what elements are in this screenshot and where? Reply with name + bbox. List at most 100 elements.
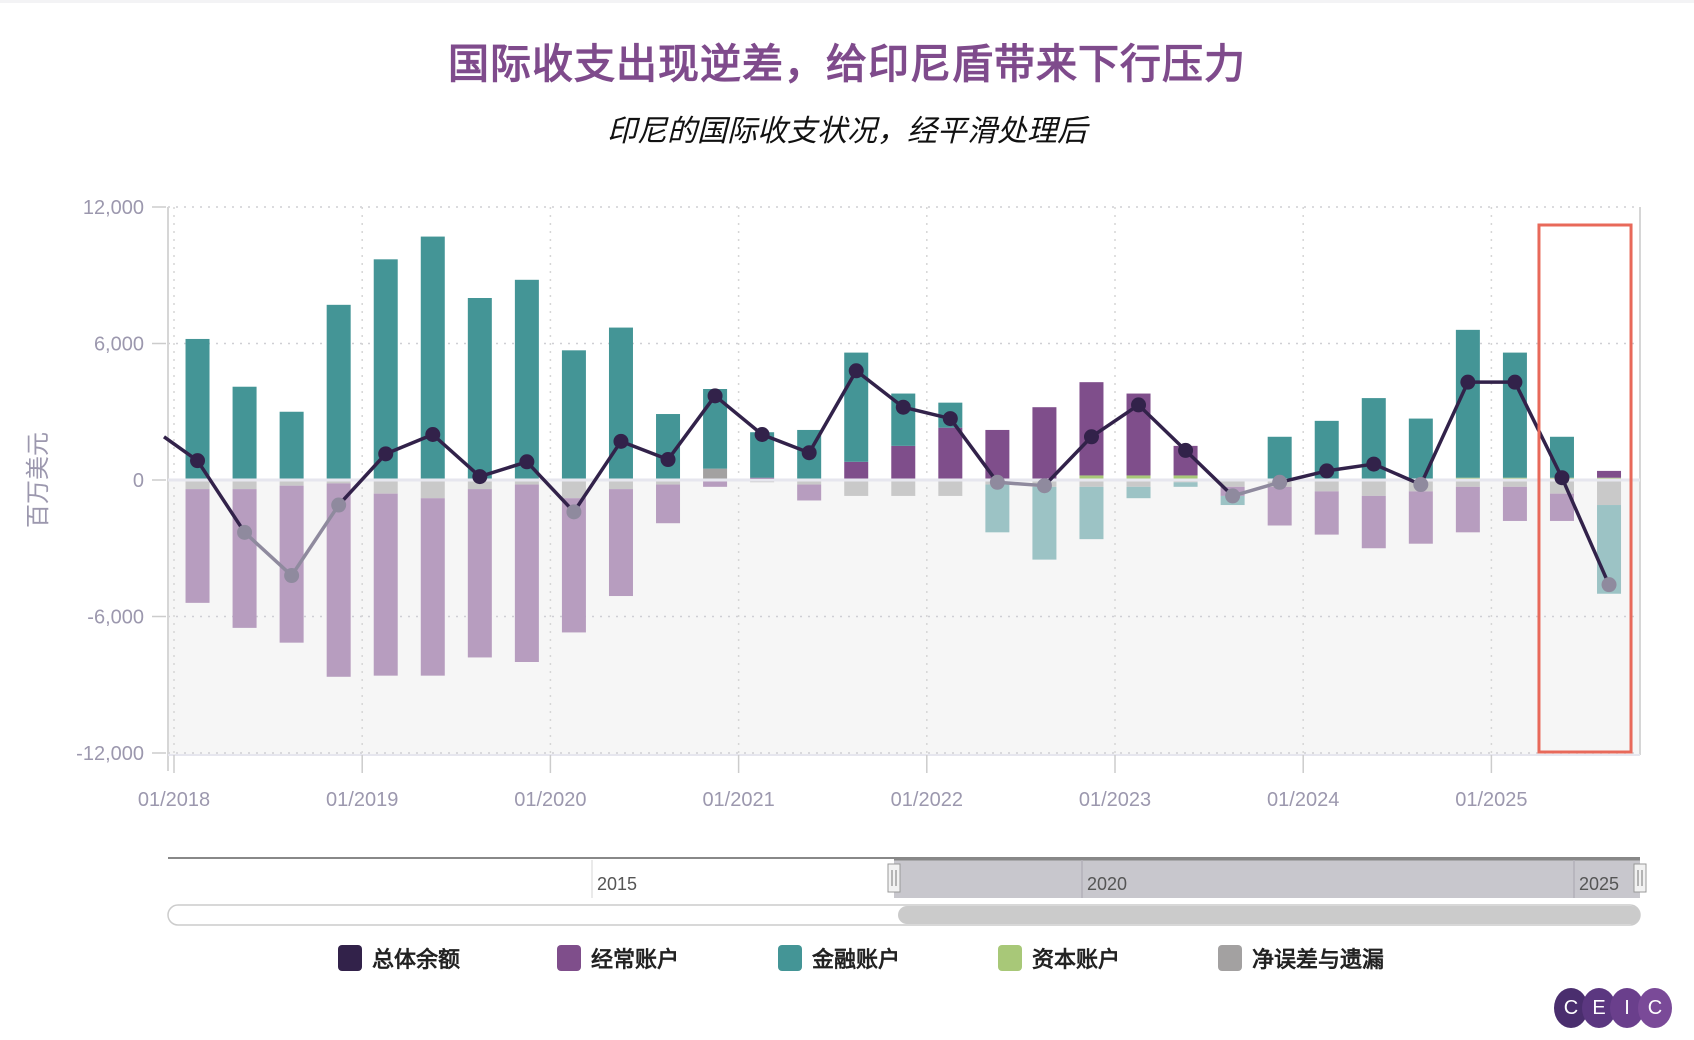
overall-balance-point-2018Q2[interactable]	[237, 524, 253, 540]
bar-financial-account[interactable]	[985, 484, 1010, 533]
overall-balance-point-2018Q1[interactable]	[190, 453, 206, 469]
overall-balance-point-2023Q3[interactable]	[1225, 488, 1241, 504]
bar-current-account[interactable]	[703, 480, 728, 487]
bar-errors-omissions[interactable]	[1079, 480, 1104, 487]
bar-group-2022Q4[interactable]	[1079, 382, 1104, 540]
bar-financial-account[interactable]	[1032, 486, 1057, 560]
bar-current-account[interactable]	[1361, 495, 1386, 549]
grip-handle-icon[interactable]	[887, 863, 901, 893]
bar-current-account[interactable]	[514, 484, 539, 662]
bar-current-account[interactable]	[1408, 491, 1433, 544]
overall-balance-point-2018Q4[interactable]	[331, 497, 347, 513]
overall-balance-point-2024Q1[interactable]	[1319, 463, 1335, 479]
bar-financial-account[interactable]	[232, 386, 257, 480]
bar-group-2022Q3[interactable]	[1032, 407, 1057, 560]
grip-handle-icon[interactable]	[1633, 863, 1647, 893]
overall-balance-point-2025Q3[interactable]	[1601, 577, 1617, 593]
bar-group-2020Q3[interactable]	[656, 414, 681, 524]
bar-capital-account[interactable]	[1079, 475, 1104, 480]
overall-balance-point-2022Q1[interactable]	[942, 411, 958, 427]
overall-balance-point-2024Q4[interactable]	[1460, 374, 1476, 390]
bar-current-account[interactable]	[1032, 407, 1057, 480]
legend-item-financial-account[interactable]: 金融账户	[778, 942, 900, 974]
overall-balance-point-2025Q1[interactable]	[1507, 374, 1523, 390]
navigator-handle-right[interactable]	[1633, 863, 1647, 893]
bar-errors-omissions[interactable]	[185, 480, 210, 490]
bar-errors-omissions[interactable]	[561, 480, 586, 499]
bar-current-account[interactable]	[1455, 486, 1480, 533]
bar-current-account[interactable]	[608, 489, 633, 597]
bar-errors-omissions[interactable]	[1597, 480, 1622, 506]
overall-balance-point-2019Q4[interactable]	[519, 454, 535, 470]
bar-financial-account[interactable]	[1079, 486, 1104, 540]
bar-group-2024Q4[interactable]	[1455, 329, 1480, 533]
bar-errors-omissions[interactable]	[703, 468, 728, 480]
overall-balance-point-2021Q1[interactable]	[754, 427, 770, 442]
bar-current-account[interactable]	[844, 461, 869, 480]
bar-errors-omissions[interactable]	[1361, 480, 1386, 496]
overall-balance-point-2023Q1[interactable]	[1131, 397, 1147, 413]
bar-errors-omissions[interactable]	[1502, 480, 1527, 487]
bar-financial-account[interactable]	[1173, 482, 1198, 487]
overall-balance-point-2021Q4[interactable]	[895, 399, 911, 415]
bar-capital-account[interactable]	[1173, 475, 1198, 480]
bar-financial-account[interactable]	[608, 327, 633, 480]
overall-balance-point-2021Q3[interactable]	[848, 363, 864, 379]
bar-errors-omissions[interactable]	[373, 480, 398, 494]
bar-errors-omissions[interactable]	[938, 480, 963, 496]
bar-current-account[interactable]	[938, 427, 963, 480]
bar-errors-omissions[interactable]	[514, 480, 539, 485]
bar-group-2019Q4[interactable]	[514, 279, 539, 662]
bar-capital-account[interactable]	[1126, 475, 1151, 480]
bar-current-account[interactable]	[373, 493, 398, 676]
bar-errors-omissions[interactable]	[467, 480, 492, 490]
bar-financial-account[interactable]	[1502, 352, 1527, 478]
bar-group-2019Q1[interactable]	[373, 259, 398, 676]
bar-errors-omissions[interactable]	[844, 480, 869, 496]
bar-financial-account[interactable]	[373, 259, 398, 480]
overall-balance-point-2023Q2[interactable]	[1178, 442, 1194, 458]
overall-balance-point-2023Q4[interactable]	[1272, 474, 1288, 490]
bar-financial-account[interactable]	[279, 411, 304, 480]
bar-group-2025Q1[interactable]	[1502, 352, 1527, 521]
overall-balance-point-2022Q2[interactable]	[989, 474, 1005, 490]
navigator-handle-left[interactable]	[887, 863, 901, 893]
bar-financial-account[interactable]	[1455, 329, 1480, 478]
navigator-selected-range[interactable]	[894, 858, 1640, 898]
bar-current-account[interactable]	[1079, 382, 1104, 476]
bar-errors-omissions[interactable]	[326, 480, 351, 484]
bar-financial-account[interactable]	[1126, 486, 1151, 499]
overall-balance-point-2018Q3[interactable]	[284, 568, 300, 584]
bar-group-2024Q2[interactable]	[1361, 398, 1386, 549]
legend-item-current-account[interactable]: 经常账户	[557, 942, 679, 974]
overall-balance-point-2019Q2[interactable]	[425, 427, 441, 442]
overall-balance-point-2019Q1[interactable]	[378, 446, 394, 462]
bar-errors-omissions[interactable]	[1126, 480, 1151, 487]
bar-errors-omissions[interactable]	[1220, 480, 1245, 487]
overall-balance-point-2022Q4[interactable]	[1083, 429, 1099, 445]
bar-current-account[interactable]	[1502, 486, 1527, 521]
overall-balance-point-2020Q3[interactable]	[660, 452, 676, 468]
bar-current-account[interactable]	[467, 489, 492, 658]
bar-errors-omissions[interactable]	[1314, 480, 1339, 492]
bar-current-account[interactable]	[891, 445, 916, 480]
bar-current-account[interactable]	[1267, 486, 1292, 526]
bar-group-2020Q1[interactable]	[561, 350, 586, 633]
bar-financial-account[interactable]	[326, 304, 351, 480]
bar-financial-account[interactable]	[514, 279, 539, 480]
bar-errors-omissions[interactable]	[279, 480, 304, 486]
bar-errors-omissions[interactable]	[891, 480, 916, 496]
bar-current-account[interactable]	[561, 498, 586, 633]
bar-current-account[interactable]	[232, 489, 257, 628]
overall-balance-point-2019Q3[interactable]	[472, 469, 488, 485]
bar-financial-account[interactable]	[467, 298, 492, 480]
bar-errors-omissions[interactable]	[420, 480, 445, 499]
bar-financial-account[interactable]	[1408, 418, 1433, 480]
bar-group-2018Q4[interactable]	[326, 304, 351, 677]
scrollbar-thumb[interactable]	[898, 906, 1640, 924]
overall-balance-point-2022Q3[interactable]	[1036, 478, 1052, 494]
bar-current-account[interactable]	[656, 484, 681, 524]
bar-errors-omissions[interactable]	[1455, 480, 1480, 487]
legend-item-overall-balance[interactable]: 总体余额	[338, 942, 460, 974]
overall-balance-point-2020Q1[interactable]	[566, 504, 582, 520]
